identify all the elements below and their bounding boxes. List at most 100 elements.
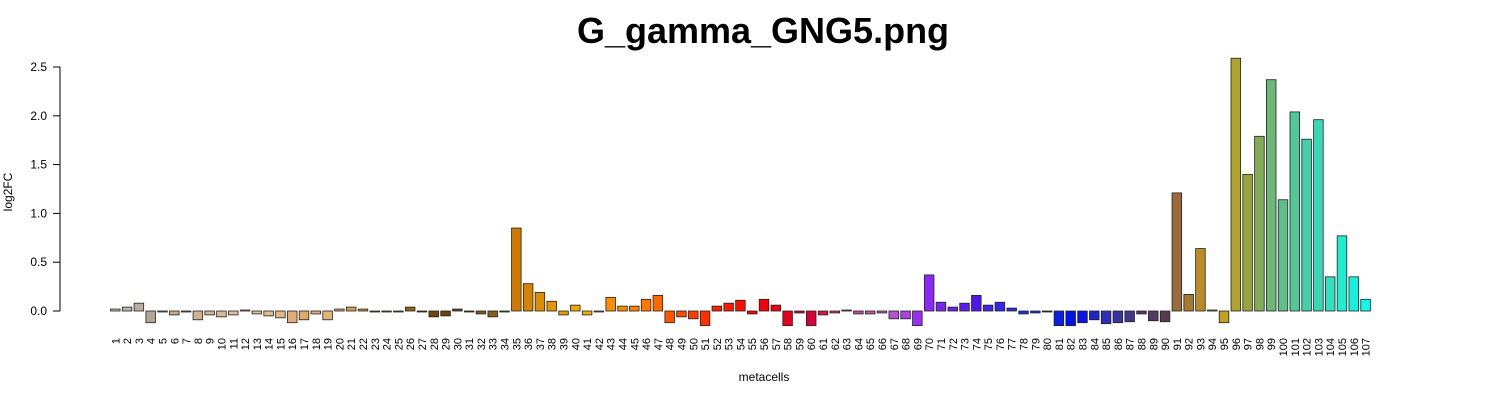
y-tick-label: 2.5 bbox=[30, 60, 47, 74]
y-axis-label: log2FC bbox=[1, 172, 15, 211]
x-tick-label: 70 bbox=[924, 338, 936, 350]
bar-51 bbox=[699, 310, 711, 327]
bar-40 bbox=[570, 304, 581, 312]
x-tick-label: 59 bbox=[794, 338, 806, 350]
x-tick-label: 71 bbox=[936, 338, 948, 350]
x-tick-label: 63 bbox=[842, 338, 854, 350]
bar-19 bbox=[322, 310, 333, 321]
x-tick-label: 69 bbox=[912, 338, 924, 350]
x-tick-label: 57 bbox=[771, 338, 783, 350]
bar-70 bbox=[923, 274, 935, 312]
bar-79 bbox=[1030, 310, 1041, 314]
bar-12 bbox=[239, 309, 251, 312]
x-tick-label: 27 bbox=[417, 338, 429, 350]
x-tick-label: 33 bbox=[488, 338, 500, 350]
x-tick-label: 95 bbox=[1219, 338, 1231, 350]
x-tick-label: 102 bbox=[1302, 338, 1314, 356]
bar-43 bbox=[605, 296, 616, 312]
bar-50 bbox=[688, 310, 699, 320]
x-tick-label: 22 bbox=[358, 338, 370, 350]
bar-17 bbox=[298, 310, 310, 321]
x-tick-label: 96 bbox=[1231, 338, 1243, 350]
bar-46 bbox=[640, 298, 652, 312]
x-tick-label: 77 bbox=[1007, 338, 1019, 350]
bar-45 bbox=[629, 305, 640, 312]
bar-59 bbox=[794, 310, 805, 314]
x-tick-label: 92 bbox=[1184, 338, 1196, 350]
bar-14 bbox=[263, 310, 274, 317]
bar-89 bbox=[1148, 310, 1159, 322]
y-tick-label: 0.0 bbox=[30, 304, 47, 318]
bar-26 bbox=[404, 306, 416, 312]
x-tick-label: 103 bbox=[1313, 338, 1325, 356]
y-tick-label: 2.0 bbox=[30, 109, 47, 123]
bar-85 bbox=[1100, 310, 1112, 325]
bar-94 bbox=[1207, 309, 1218, 312]
bar-23 bbox=[369, 310, 380, 313]
x-tick-label: 14 bbox=[264, 338, 276, 350]
bar-1 bbox=[110, 308, 121, 312]
bar-62 bbox=[829, 310, 841, 314]
x-tick-label: 7 bbox=[181, 338, 193, 344]
y-axis: 0.0 0.5 1.0 1.5 2.0 2.5 bbox=[30, 60, 61, 318]
x-tick-label: 91 bbox=[1172, 338, 1184, 350]
bar-32 bbox=[475, 310, 487, 315]
x-tick-label: 10 bbox=[216, 338, 228, 350]
bar-71 bbox=[935, 301, 947, 312]
x-tick-label: 46 bbox=[641, 338, 653, 350]
x-tick-label: 51 bbox=[700, 338, 712, 350]
bar-105 bbox=[1336, 235, 1348, 312]
bar-96 bbox=[1230, 57, 1242, 312]
x-tick-label: 39 bbox=[559, 338, 571, 350]
bar-28 bbox=[428, 310, 439, 318]
x-tick-label: 60 bbox=[806, 338, 818, 350]
x-tick-label: 64 bbox=[853, 338, 865, 350]
bar-95 bbox=[1218, 310, 1230, 324]
bar-73 bbox=[959, 302, 970, 312]
x-tick-label: 100 bbox=[1278, 338, 1290, 356]
x-tick-label: 90 bbox=[1160, 338, 1172, 350]
bar-88 bbox=[1136, 310, 1147, 315]
bar-24 bbox=[381, 310, 392, 313]
x-tick-label: 34 bbox=[500, 338, 512, 350]
bar-65 bbox=[864, 310, 876, 315]
bar-48 bbox=[664, 310, 675, 324]
x-tick-label: 84 bbox=[1089, 338, 1101, 350]
x-tick-label: 66 bbox=[877, 338, 889, 350]
x-tick-label: 3 bbox=[134, 338, 146, 344]
x-tick-label: 23 bbox=[370, 338, 382, 350]
bar-75 bbox=[982, 304, 994, 312]
bar-15 bbox=[275, 310, 286, 319]
bar-8 bbox=[192, 310, 204, 321]
bar-42 bbox=[593, 310, 605, 313]
bar-63 bbox=[841, 309, 852, 312]
bar-102 bbox=[1301, 138, 1312, 312]
bar-90 bbox=[1159, 310, 1171, 323]
x-axis-label: metacells bbox=[739, 370, 790, 384]
x-tick-label: 49 bbox=[676, 338, 688, 350]
bar-49 bbox=[676, 310, 687, 318]
x-tick-label: 1 bbox=[110, 338, 122, 344]
y-tick-label: 0.5 bbox=[30, 255, 47, 269]
x-tick-label: 30 bbox=[452, 338, 464, 350]
x-tick-label: 104 bbox=[1325, 338, 1337, 356]
x-tick-label: 32 bbox=[476, 338, 488, 350]
bar-21 bbox=[345, 306, 357, 312]
bar-58 bbox=[782, 310, 793, 327]
bar-61 bbox=[817, 310, 829, 316]
x-tick-label: 28 bbox=[429, 338, 441, 350]
bar-6 bbox=[169, 310, 180, 316]
bar-103 bbox=[1313, 119, 1324, 312]
bar-37 bbox=[534, 292, 546, 312]
bar-3 bbox=[133, 302, 145, 312]
x-tick-label: 93 bbox=[1195, 338, 1207, 350]
x-tick-label: 89 bbox=[1148, 338, 1160, 350]
bar-22 bbox=[357, 308, 369, 312]
x-tick-label: 101 bbox=[1290, 338, 1302, 356]
x-tick-label: 18 bbox=[311, 338, 323, 350]
x-tick-label: 12 bbox=[240, 338, 252, 350]
bar-16 bbox=[287, 310, 298, 324]
bar-18 bbox=[310, 310, 322, 315]
x-tick-label: 24 bbox=[382, 338, 394, 350]
